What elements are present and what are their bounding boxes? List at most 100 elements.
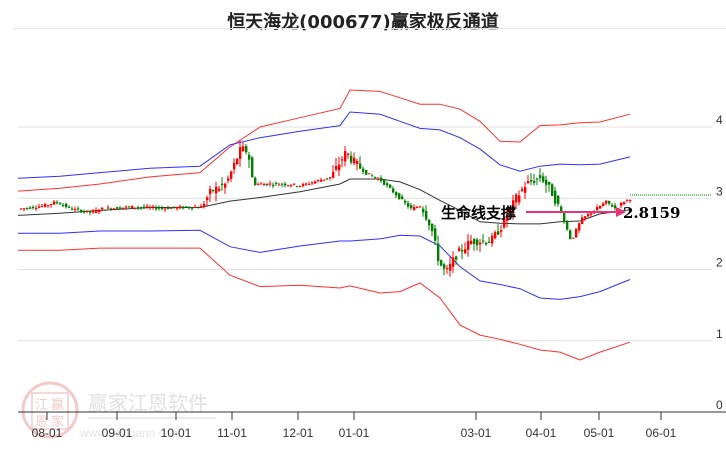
candle-body	[56, 202, 59, 204]
candle-body	[296, 186, 299, 188]
candle-body	[62, 205, 65, 207]
candle-body	[389, 184, 392, 188]
candle-body	[119, 207, 122, 209]
candle-body	[344, 151, 347, 162]
upper-outer-band-line	[17, 89, 631, 192]
x-tick-label: 01-01	[339, 426, 370, 440]
candle-body	[512, 200, 515, 212]
watermark-url: www.360gann.com	[79, 426, 181, 440]
candle-body	[608, 200, 611, 204]
y-tick-label: 4	[716, 113, 723, 127]
candle-body	[122, 207, 125, 209]
candle-body	[257, 183, 260, 185]
candle-body	[494, 232, 497, 239]
candle-body	[365, 170, 368, 175]
middle-line-line	[17, 178, 631, 225]
candle-body	[71, 208, 74, 210]
candle-body	[350, 155, 353, 163]
candle-body	[611, 204, 614, 207]
candle-body	[191, 207, 194, 209]
candle-body	[128, 206, 131, 208]
candle-body	[146, 206, 149, 208]
candle-body	[404, 200, 407, 203]
candle-body	[533, 181, 536, 183]
candle-body	[272, 184, 275, 186]
candle-body	[446, 268, 449, 270]
candle-body	[527, 181, 530, 184]
x-tick-label: 12-01	[283, 426, 314, 440]
candle-body	[419, 206, 422, 208]
candle-body	[470, 240, 473, 245]
candle-body	[242, 146, 245, 152]
candle-body	[440, 260, 443, 266]
candle-body	[560, 206, 563, 213]
watermark-logo-char: 家	[51, 414, 64, 429]
candle-body	[179, 206, 182, 209]
candle-body	[323, 179, 326, 181]
candle-body	[551, 184, 554, 197]
x-tick-label: 11-01	[217, 426, 247, 440]
candle-body	[425, 211, 428, 220]
candle-body	[506, 216, 509, 221]
candle-body	[575, 228, 578, 238]
x-axis-ticks: 08-01 09-01 10-01 11-01 12-01 01-01 03-01 04-01…	[32, 412, 677, 440]
candle-body	[32, 206, 35, 209]
candle-body	[329, 177, 332, 179]
candle-body	[458, 248, 461, 252]
watermark-logo-char: 江	[35, 397, 48, 412]
candle-body	[341, 159, 344, 161]
candle-body	[332, 171, 335, 178]
candle-body	[434, 228, 437, 241]
candle-body	[497, 231, 500, 235]
candle-body	[80, 210, 83, 213]
lower-outer-band-line	[18, 247, 631, 361]
candle-body	[374, 176, 377, 178]
candle-body	[614, 205, 617, 209]
candle-body	[137, 207, 140, 209]
candle-body	[260, 183, 263, 185]
candle-body	[524, 187, 527, 193]
candle-body	[152, 206, 155, 208]
candle-body	[320, 179, 323, 182]
candle-body	[410, 205, 413, 209]
candle-body	[515, 194, 518, 203]
candle-body	[245, 146, 248, 153]
candle-body	[26, 208, 29, 210]
candle-body	[110, 208, 113, 210]
candle-body	[101, 207, 104, 210]
candle-body	[131, 205, 134, 209]
candle-body	[314, 181, 317, 184]
candle-body	[50, 204, 53, 206]
candle-body	[311, 182, 314, 184]
candle-body	[623, 202, 626, 204]
candle-body	[182, 206, 185, 209]
candle-body	[44, 204, 47, 207]
candle-body	[488, 241, 491, 243]
candle-body	[596, 207, 599, 211]
candle-body	[479, 242, 482, 245]
x-tick-label: 10-01	[161, 426, 192, 440]
candle-body	[65, 203, 68, 208]
candle-body	[227, 178, 230, 181]
candle-body	[278, 184, 281, 186]
support-label: 生命线支撑	[441, 204, 516, 222]
candle-body	[197, 207, 200, 209]
y-axis-ticks: 0 1 2 3 4	[716, 113, 723, 412]
candle-body	[521, 189, 524, 191]
candle-body	[371, 175, 374, 177]
candle-body	[473, 239, 476, 244]
candle-body	[554, 190, 557, 204]
grid-lines	[18, 126, 712, 342]
y-tick-label: 1	[716, 327, 723, 341]
watermark-logo-char: 赢	[51, 397, 64, 412]
candle-body	[548, 182, 551, 185]
candle-body	[626, 199, 629, 201]
candle-body	[359, 163, 362, 169]
candle-body	[209, 188, 212, 195]
candle-body	[149, 207, 152, 209]
candle-body	[398, 193, 401, 199]
candle-body	[428, 219, 431, 226]
candle-body	[98, 210, 101, 213]
upper-inner-band-line	[17, 111, 631, 179]
candle-body	[167, 207, 170, 209]
